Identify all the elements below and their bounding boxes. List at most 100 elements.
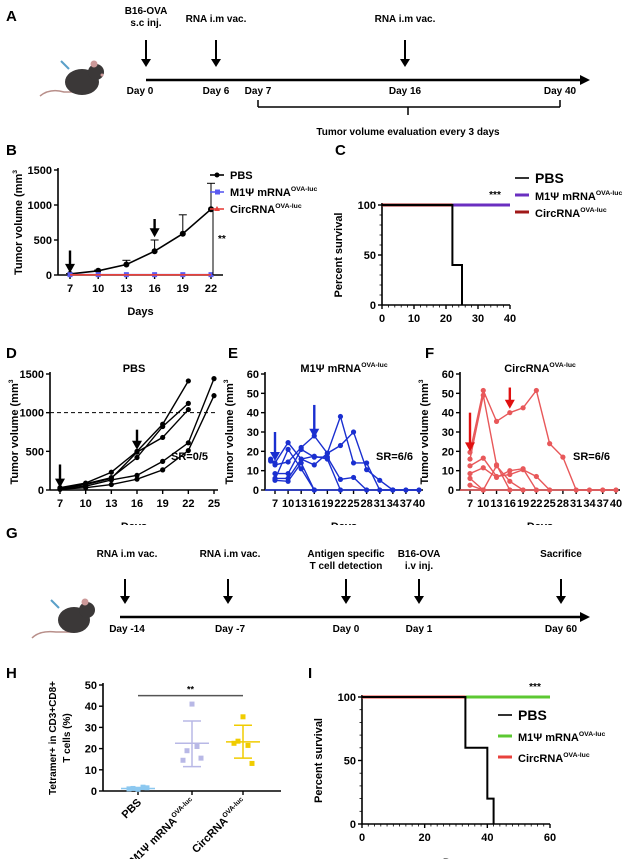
- event-label: RNA i.m vac.: [374, 14, 436, 25]
- survival-curve-0: [382, 204, 463, 305]
- day-label: Day 0: [126, 86, 154, 97]
- significance-label: ***: [529, 682, 541, 693]
- x-tick-label: 22: [530, 498, 542, 510]
- legend-marker: [214, 206, 220, 211]
- data-point: [144, 785, 150, 791]
- data-point: [350, 429, 357, 435]
- day-label: Day 1: [405, 624, 433, 635]
- data-point: [493, 474, 500, 481]
- y-tick-label: 100: [338, 692, 356, 704]
- data-point: [235, 738, 241, 744]
- data-point: [134, 449, 140, 455]
- vaccination-arrow-icon: [55, 478, 65, 488]
- data-point: [298, 466, 304, 472]
- data-point: [211, 376, 217, 382]
- data-point: [285, 478, 291, 484]
- panel-label-d: D: [6, 345, 17, 362]
- vaccination-arrow-icon: [149, 228, 160, 238]
- vaccination-arrow-icon: [309, 428, 320, 438]
- data-point: [467, 475, 473, 481]
- y-tick-label: 1000: [20, 408, 44, 420]
- x-tick-label: 20: [419, 832, 431, 844]
- x-axis-label: Days: [121, 521, 147, 525]
- y-axis-label-text: Tumor volume (mm3: [223, 379, 236, 484]
- vaccination-arrow-icon: [65, 263, 75, 273]
- data-point: [185, 440, 191, 446]
- x-tick-label: 34: [583, 498, 596, 510]
- y-tick-label: 30: [442, 427, 454, 439]
- y-axis-label: Tumor volume (mm3: [418, 379, 431, 484]
- y-tick-label: 50: [247, 388, 259, 400]
- arrow-icon: [141, 40, 151, 67]
- panel-label-g: G: [6, 525, 18, 542]
- data-point: [130, 785, 136, 791]
- y-tick-label: 60: [247, 369, 259, 381]
- data-point: [160, 458, 166, 464]
- chart-h-tetramer: 0 10 20 30 40 50 Tetramer+ in CD3+CD8+ T cells …: [48, 680, 281, 859]
- data-point: [493, 418, 500, 424]
- individual-curve: [274, 461, 315, 491]
- day-label: Day 7: [244, 86, 272, 97]
- data-point: [480, 392, 486, 398]
- category-label: PBS: [120, 797, 144, 821]
- vaccination-arrow-icon: [270, 452, 280, 461]
- x-tick-label: 10: [80, 498, 92, 510]
- x-tick-label: 28: [361, 498, 373, 510]
- data-point: [151, 248, 158, 255]
- x-tick-label: 13: [105, 498, 117, 510]
- x-tick-label: 40: [610, 498, 622, 510]
- data-point: [185, 447, 191, 454]
- data-point: [249, 760, 255, 766]
- x-tick-label: 10: [408, 313, 420, 325]
- y-tick-label: 100: [358, 200, 376, 212]
- y-tick-label: 30: [247, 427, 259, 439]
- data-point: [160, 467, 166, 473]
- data-point: [108, 477, 114, 483]
- bracket-label: Tumor volume evaluation every 3 days: [316, 127, 500, 138]
- vaccination-arrow-icon: [504, 399, 515, 409]
- panel-label-f: F: [425, 345, 435, 362]
- y-tick-label: 30: [85, 722, 97, 734]
- panel-label-c: C: [335, 142, 346, 159]
- x-tick-label: 19: [321, 498, 333, 510]
- vaccination-arrow-icon: [132, 440, 142, 450]
- data-point: [134, 472, 140, 478]
- individual-curve: [274, 447, 315, 491]
- data-point: [211, 393, 217, 399]
- data-point: [533, 387, 539, 394]
- legend-label: PBS: [535, 170, 564, 186]
- x-tick-label: 22: [334, 498, 346, 510]
- y-tick-label: 20: [85, 744, 97, 756]
- individual-curve: [275, 448, 368, 491]
- x-tick-label: 60: [544, 832, 556, 844]
- legend-label: M1Ψ mRNAOVA-luc: [230, 186, 317, 199]
- data-point: [268, 458, 274, 464]
- y-tick-label: 50: [85, 680, 97, 692]
- y-axis-label-text: Percent survival: [313, 718, 325, 803]
- data-point: [547, 441, 553, 447]
- x-tick-label: 31: [570, 498, 582, 510]
- data-point: [134, 454, 140, 461]
- data-point: [520, 466, 526, 472]
- x-tick-label: 25: [208, 498, 220, 510]
- individual-curve: [469, 395, 511, 491]
- y-axis-label: Tumor volume (mm3: [223, 379, 236, 484]
- individual-curve: [59, 409, 189, 490]
- chart-b-tumor-volume: 0 500 1000 1500 7 10 13 16 19 22 Tumor volume (mm3…: [12, 165, 317, 318]
- data-point: [337, 476, 344, 482]
- legend-label: CircRNAOVA-luc: [230, 203, 302, 216]
- data-point: [324, 450, 330, 456]
- legend-label: PBS: [230, 170, 253, 182]
- y-axis-label: Tetramer+ in CD3+CD8+ T cells (%): [48, 681, 73, 795]
- y-tick-label: 40: [442, 408, 454, 420]
- y-axis-label-text: Percent survival: [333, 213, 345, 298]
- arrow-icon: [400, 40, 410, 67]
- significance-label: **: [187, 685, 195, 695]
- evaluation-bracket: [257, 100, 561, 115]
- data-point: [560, 454, 566, 460]
- mouse-icon: [39, 60, 104, 97]
- x-tick-label: 7: [57, 498, 63, 510]
- x-tick-label: CircRNAOVA-luc: [190, 796, 245, 856]
- x-tick-label: 16: [504, 498, 516, 510]
